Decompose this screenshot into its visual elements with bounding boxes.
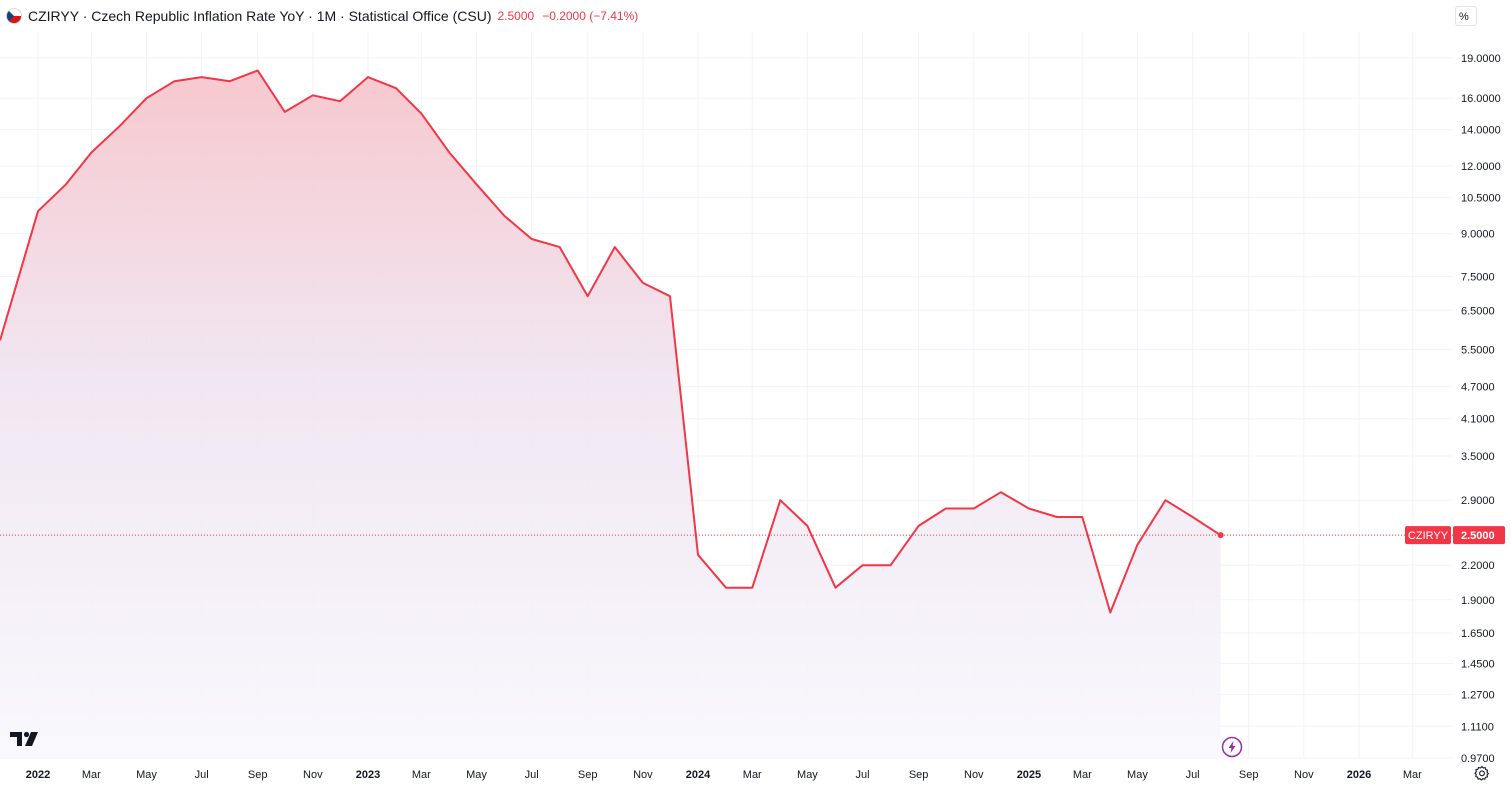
- x-tick-label: Nov: [633, 769, 653, 781]
- y-tick-label: 9.0000: [1461, 229, 1495, 241]
- x-tick-label: Mar: [412, 769, 431, 781]
- y-tick-label: 12.0000: [1461, 161, 1501, 173]
- y-tick-label: 1.2700: [1461, 690, 1495, 702]
- change-value: −0.2000 (−7.41%): [542, 9, 638, 23]
- y-tick-label: 4.1000: [1461, 414, 1495, 426]
- price-axis[interactable]: 19.0000 16.0000 14.0000 12.0000 10.5000 9.000…: [1461, 53, 1501, 765]
- x-tick-label: Sep: [248, 769, 268, 781]
- x-tick-label: Mar: [1403, 769, 1422, 781]
- last-value-dot: [1218, 532, 1224, 538]
- y-tick-label: 5.5000: [1461, 345, 1495, 357]
- series-name-tag-label: CZIRYY: [1408, 530, 1449, 542]
- symbol-title[interactable]: CZIRYY · Czech Republic Inflation Rate Y…: [28, 8, 491, 24]
- y-tick-label: 7.5000: [1461, 272, 1495, 284]
- x-tick-label: Nov: [1294, 769, 1314, 781]
- y-tick-label: 0.9700: [1461, 753, 1495, 765]
- y-tick-label: 1.1100: [1461, 721, 1494, 733]
- x-tick-label: Nov: [964, 769, 984, 781]
- y-tick-label: 4.7000: [1461, 382, 1495, 394]
- x-tick-label: 2024: [686, 769, 711, 781]
- y-tick-label: 2.2000: [1461, 560, 1495, 572]
- y-tick-label: 2.9000: [1461, 495, 1495, 507]
- x-tick-label: Jul: [1186, 769, 1200, 781]
- x-tick-label: Sep: [578, 769, 598, 781]
- x-tick-label: 2023: [356, 769, 380, 781]
- last-value: 2.5000: [497, 9, 534, 23]
- last-value-tag-label: 2.5000: [1461, 530, 1495, 542]
- series-area-fill: [0, 71, 1221, 759]
- x-tick-label: 2022: [26, 769, 50, 781]
- x-tick-label: May: [466, 769, 487, 781]
- y-tick-label: 10.5000: [1461, 192, 1501, 204]
- area-fill-layer: [0, 71, 1221, 759]
- time-axis[interactable]: 2022 Mar May Jul Sep Nov 2023 Mar May Jul Sep Nov 20…: [26, 769, 1422, 781]
- scale-unit-button[interactable]: %: [1455, 6, 1477, 26]
- y-tick-label: 16.0000: [1461, 93, 1501, 105]
- x-tick-label: Jul: [856, 769, 870, 781]
- x-tick-label: Sep: [909, 769, 929, 781]
- x-tick-label: 2026: [1347, 769, 1371, 781]
- x-tick-label: May: [136, 769, 157, 781]
- x-tick-label: Nov: [303, 769, 323, 781]
- y-tick-label: 1.6500: [1461, 628, 1495, 640]
- y-tick-label: 1.9000: [1461, 595, 1495, 607]
- czech-flag-icon: [6, 8, 22, 24]
- y-tick-label: 3.5000: [1461, 451, 1495, 463]
- y-tick-label: 14.0000: [1461, 125, 1501, 137]
- x-tick-label: May: [1127, 769, 1148, 781]
- y-tick-label: 1.4500: [1461, 658, 1495, 670]
- x-tick-label: Sep: [1239, 769, 1259, 781]
- x-tick-label: Mar: [1073, 769, 1092, 781]
- x-tick-label: Jul: [195, 769, 209, 781]
- y-tick-label: 6.5000: [1461, 305, 1495, 317]
- x-tick-label: Mar: [743, 769, 762, 781]
- lightning-bolt-icon[interactable]: [1221, 736, 1243, 763]
- chart-legend-header: CZIRYY · Czech Republic Inflation Rate Y…: [6, 6, 638, 26]
- tradingview-logo-icon[interactable]: [10, 730, 42, 753]
- y-tick-label: 19.0000: [1461, 53, 1501, 65]
- x-tick-label: 2025: [1017, 769, 1041, 781]
- x-tick-label: Jul: [525, 769, 539, 781]
- x-tick-label: Mar: [82, 769, 101, 781]
- x-tick-label: May: [797, 769, 818, 781]
